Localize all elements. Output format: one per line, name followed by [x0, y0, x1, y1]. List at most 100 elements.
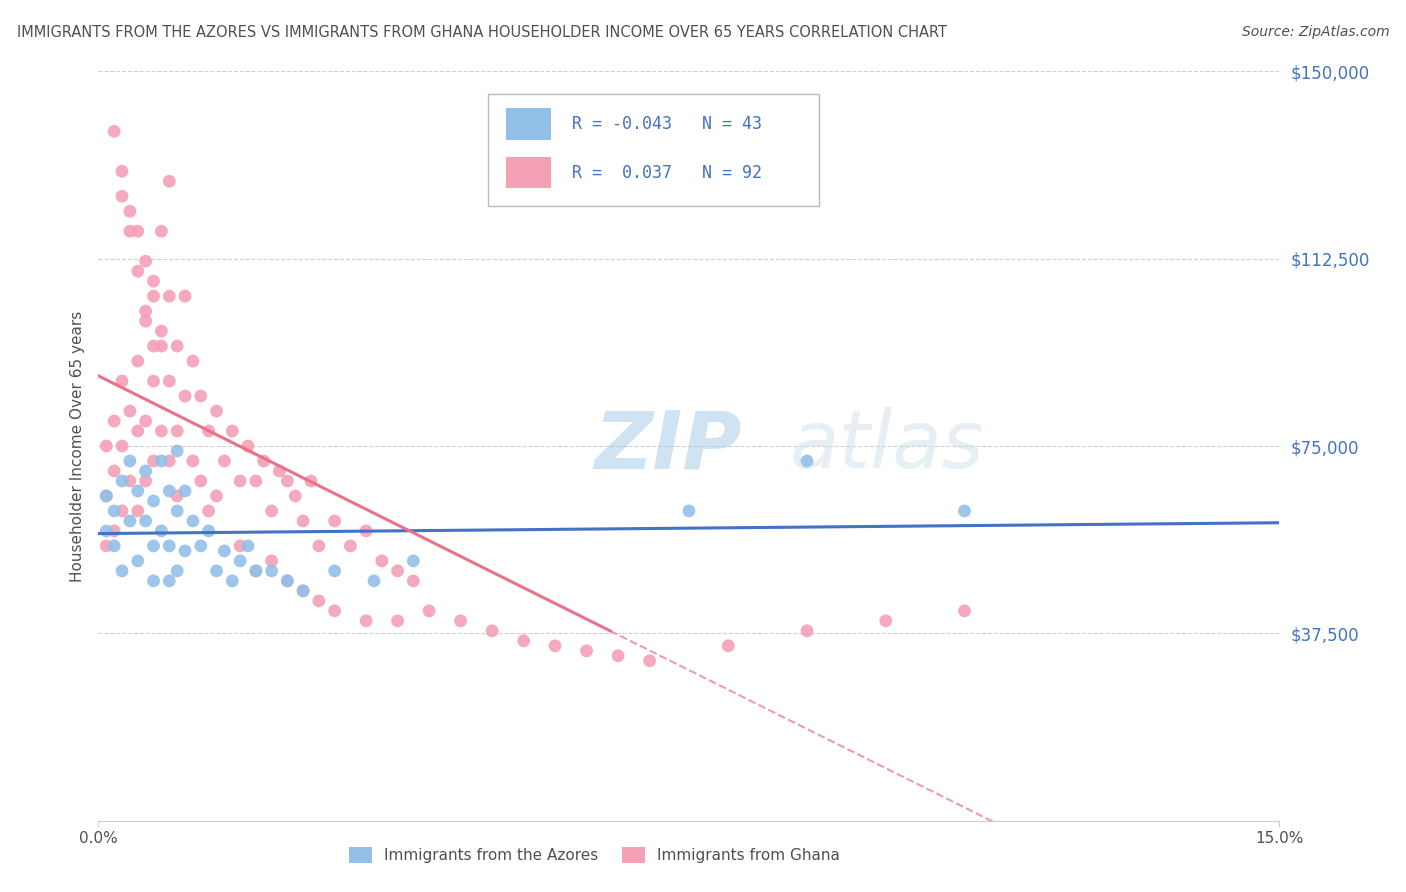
Point — [354, 614, 377, 628]
Point — [142, 274, 165, 288]
Point — [292, 514, 315, 528]
Point — [142, 374, 165, 388]
Point — [166, 424, 188, 438]
Point — [245, 474, 267, 488]
Point — [103, 124, 125, 138]
Point — [103, 524, 125, 538]
Point — [284, 489, 307, 503]
Point — [118, 454, 141, 468]
Point — [450, 614, 472, 628]
Point — [190, 539, 212, 553]
Point — [166, 489, 188, 503]
Point — [142, 574, 165, 588]
Point — [181, 354, 204, 368]
Point — [323, 564, 346, 578]
Point — [678, 504, 700, 518]
Point — [339, 539, 361, 553]
Point — [96, 439, 118, 453]
Text: ZIP: ZIP — [595, 407, 742, 485]
Point — [253, 454, 276, 468]
Point — [236, 539, 259, 553]
Point — [118, 224, 141, 238]
Point — [299, 474, 322, 488]
Point — [575, 644, 598, 658]
Point — [135, 514, 157, 528]
Point — [308, 539, 330, 553]
Point — [127, 424, 149, 438]
Point — [402, 554, 425, 568]
Point — [135, 254, 157, 268]
Point — [142, 339, 165, 353]
Point — [276, 574, 298, 588]
Point — [103, 464, 125, 478]
Point — [142, 539, 165, 553]
Point — [197, 524, 219, 538]
Point — [205, 404, 228, 418]
Point — [111, 504, 134, 518]
Point — [135, 314, 157, 328]
Point — [269, 464, 291, 478]
Point — [150, 224, 173, 238]
Point — [402, 574, 425, 588]
Point — [544, 639, 567, 653]
Bar — [506, 157, 551, 188]
Point — [166, 504, 188, 518]
Legend: Immigrants from the Azores, Immigrants from Ghana: Immigrants from the Azores, Immigrants f… — [343, 841, 846, 869]
Point — [214, 454, 236, 468]
Point — [157, 483, 180, 498]
Point — [157, 574, 180, 588]
Point — [103, 539, 125, 553]
Point — [135, 474, 157, 488]
Point — [166, 339, 188, 353]
Point — [127, 264, 149, 278]
Point — [157, 289, 180, 303]
Point — [229, 554, 252, 568]
Point — [157, 539, 180, 553]
Point — [157, 174, 180, 188]
Point — [111, 374, 134, 388]
Point — [174, 289, 197, 303]
Point — [127, 354, 149, 368]
Point — [127, 483, 149, 498]
Point — [150, 324, 173, 338]
Point — [796, 454, 818, 468]
Point — [157, 374, 180, 388]
Point — [166, 444, 188, 458]
Point — [174, 544, 197, 558]
Point — [221, 574, 243, 588]
Point — [292, 583, 315, 598]
Point — [214, 544, 236, 558]
Point — [135, 304, 157, 318]
Point — [276, 474, 298, 488]
Point — [174, 483, 197, 498]
Point — [229, 474, 252, 488]
Point — [166, 564, 188, 578]
Point — [953, 604, 976, 618]
Point — [260, 564, 283, 578]
Point — [111, 474, 134, 488]
Point — [127, 224, 149, 238]
Point — [190, 474, 212, 488]
Point — [197, 424, 219, 438]
Point — [118, 204, 141, 219]
Text: R = -0.043   N = 43: R = -0.043 N = 43 — [572, 115, 762, 133]
Point — [135, 464, 157, 478]
Point — [371, 554, 394, 568]
Point — [260, 504, 283, 518]
Point — [387, 614, 409, 628]
Point — [150, 454, 173, 468]
Point — [638, 654, 661, 668]
Point — [96, 539, 118, 553]
Point — [190, 389, 212, 403]
Point — [245, 564, 267, 578]
Text: IMMIGRANTS FROM THE AZORES VS IMMIGRANTS FROM GHANA HOUSEHOLDER INCOME OVER 65 Y: IMMIGRANTS FROM THE AZORES VS IMMIGRANTS… — [17, 25, 946, 40]
Point — [205, 489, 228, 503]
Point — [118, 514, 141, 528]
Point — [717, 639, 740, 653]
Text: Source: ZipAtlas.com: Source: ZipAtlas.com — [1241, 25, 1389, 39]
Point — [323, 514, 346, 528]
Point — [142, 494, 165, 508]
Point — [96, 524, 118, 538]
Point — [157, 454, 180, 468]
Point — [875, 614, 897, 628]
